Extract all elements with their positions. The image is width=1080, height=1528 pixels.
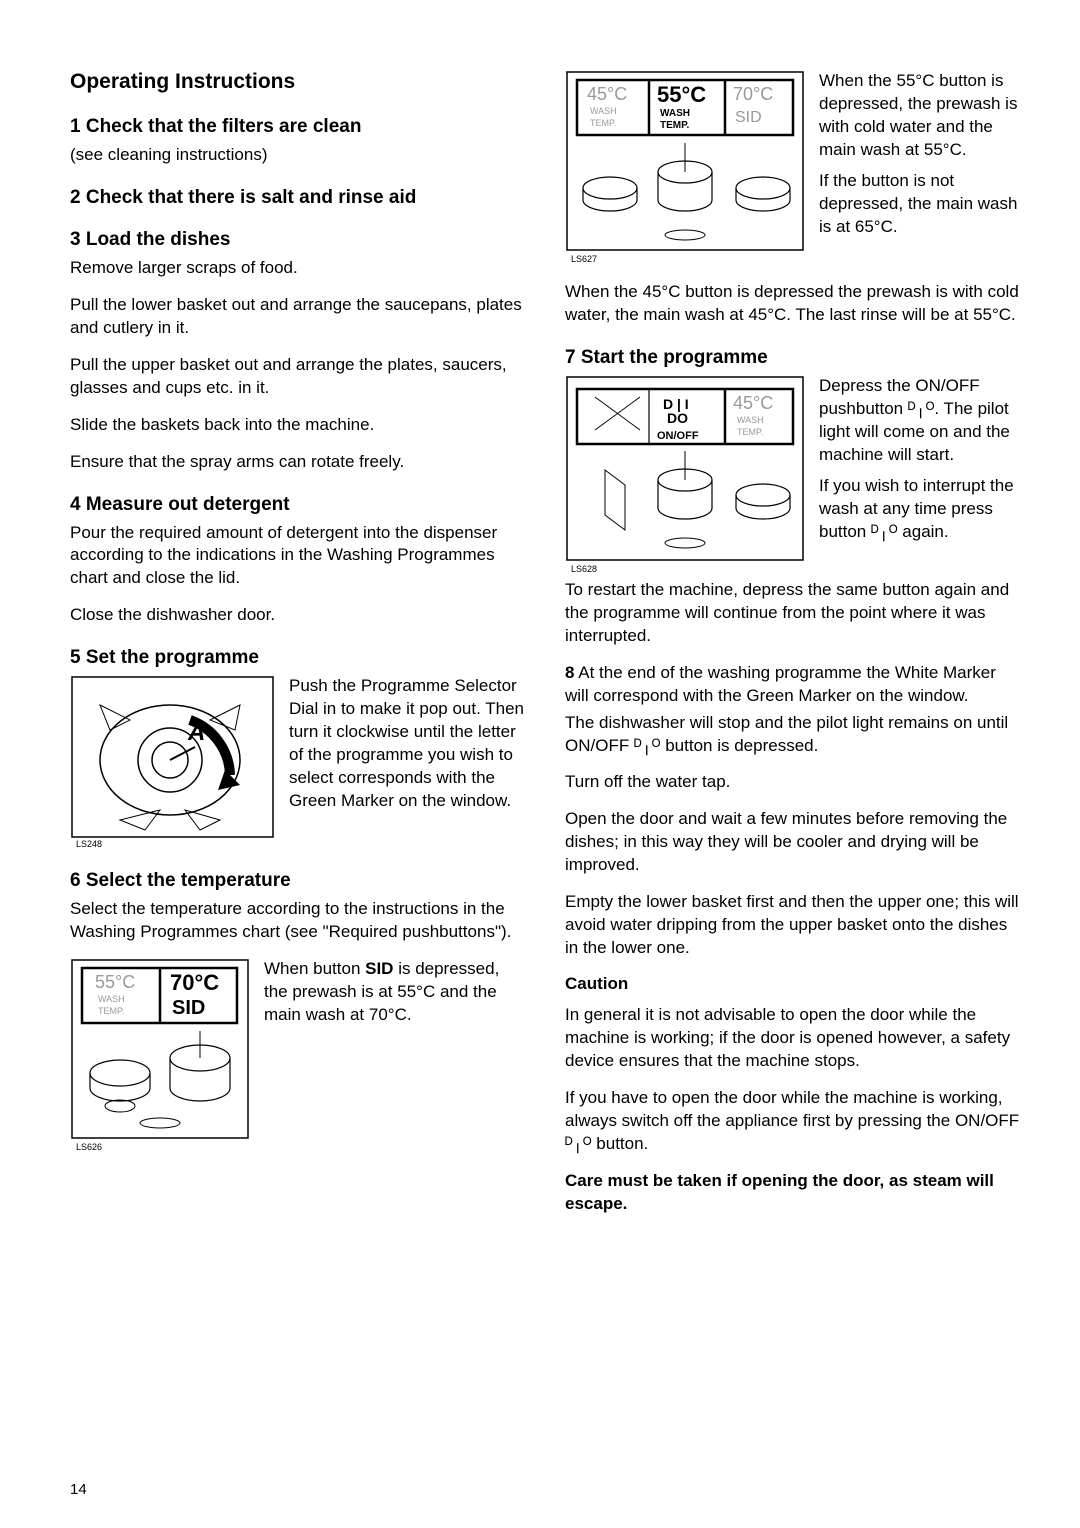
s1-heading: 1 Check that the filters are clean <box>70 116 525 138</box>
svg-text:WASH: WASH <box>98 994 125 1004</box>
s6-p4: If the button is not depressed, the main… <box>819 170 1020 239</box>
s5-p1: Push the Programme Selector Dial in to m… <box>289 675 525 813</box>
page-title: Operating Instructions <box>70 70 525 94</box>
svg-text:70°C: 70°C <box>170 970 219 995</box>
s6-p3: When the 55°C button is depressed, the p… <box>819 70 1020 162</box>
s7-p3: To restart the machine, depress the same… <box>565 579 1020 648</box>
svg-text:45°C: 45°C <box>587 84 627 104</box>
s7-p1: Depress the ON/OFF pushbutton ᴰ╷ᴼ. The p… <box>819 375 1020 467</box>
svg-text:LS627: LS627 <box>571 254 597 264</box>
s3-p1: Remove larger scraps of food. <box>70 257 525 280</box>
svg-text:SID: SID <box>735 109 762 126</box>
svg-text:70°C: 70°C <box>733 84 773 104</box>
caution-p1: In general it is not advisable to open t… <box>565 1004 1020 1073</box>
s4-heading: 4 Measure out detergent <box>70 494 525 516</box>
svg-text:TEMP.: TEMP. <box>98 1006 124 1016</box>
svg-text:TEMP.: TEMP. <box>660 120 689 131</box>
s3-heading: 3 Load the dishes <box>70 229 525 251</box>
caution-heading: Caution <box>565 974 1020 994</box>
svg-text:45°C: 45°C <box>733 393 773 413</box>
s7-heading: 7 Start the programme <box>565 347 1020 369</box>
s5-heading: 5 Set the programme <box>70 647 525 669</box>
svg-text:LS626: LS626 <box>76 1142 102 1152</box>
svg-text:WASH: WASH <box>590 106 617 116</box>
s8-p1: 8 At the end of the washing programme th… <box>565 662 1020 708</box>
svg-text:LS628: LS628 <box>571 564 597 574</box>
page-number: 14 <box>70 1481 87 1498</box>
caution-p2: If you have to open the door while the m… <box>565 1087 1020 1156</box>
s2-heading: 2 Check that there is salt and rinse aid <box>70 187 525 209</box>
s6-p1: Select the temperature according to the … <box>70 898 525 944</box>
svg-text:WASH: WASH <box>737 415 764 425</box>
svg-text:DO: DO <box>667 410 688 426</box>
svg-text:A: A <box>187 719 205 746</box>
s4-p1: Pour the required amount of detergent in… <box>70 522 525 591</box>
s6-p5: When the 45°C button is depressed the pr… <box>565 281 1020 327</box>
s6-heading: 6 Select the temperature <box>70 870 525 892</box>
svg-text:TEMP.: TEMP. <box>737 427 763 437</box>
s3-p3: Pull the upper basket out and arrange th… <box>70 354 525 400</box>
svg-text:ON/OFF: ON/OFF <box>657 430 699 442</box>
caution-p3: Care must be taken if opening the door, … <box>565 1170 1020 1216</box>
button-diagram-70: 55°C WASH TEMP. 70°C SID LS626 <box>70 958 250 1153</box>
svg-text:TEMP.: TEMP. <box>590 118 616 128</box>
s4-p2: Close the dishwasher door. <box>70 604 525 627</box>
button-diagram-55: 45°C WASH TEMP. 55°C WASH TEMP. 70°C SID <box>565 70 805 265</box>
s3-p2: Pull the lower basket out and arrange th… <box>70 294 525 340</box>
s1-text: (see cleaning instructions) <box>70 144 525 167</box>
s3-p4: Slide the baskets back into the machine. <box>70 414 525 437</box>
s3-p5: Ensure that the spray arms can rotate fr… <box>70 451 525 474</box>
svg-text:LS248: LS248 <box>76 839 102 849</box>
svg-text:SID: SID <box>172 997 205 1019</box>
s8-p2: The dishwasher will stop and the pilot l… <box>565 712 1020 758</box>
s6-p2: When button SID is depressed, the prewas… <box>264 958 525 1027</box>
s8-p5: Empty the lower basket first and then th… <box>565 891 1020 960</box>
svg-text:55°C: 55°C <box>95 972 135 992</box>
s7-p2: If you wish to interrupt the wash at any… <box>819 475 1020 544</box>
svg-text:55°C: 55°C <box>657 82 706 107</box>
svg-text:WASH: WASH <box>660 108 690 119</box>
s8-p4: Open the door and wait a few minutes bef… <box>565 808 1020 877</box>
s8-p3: Turn off the water tap. <box>565 771 1020 794</box>
dial-diagram: A LS248 <box>70 675 275 850</box>
button-diagram-onoff: D | I DO ON/OFF 45°C WASH TEMP. LS628 <box>565 375 805 575</box>
